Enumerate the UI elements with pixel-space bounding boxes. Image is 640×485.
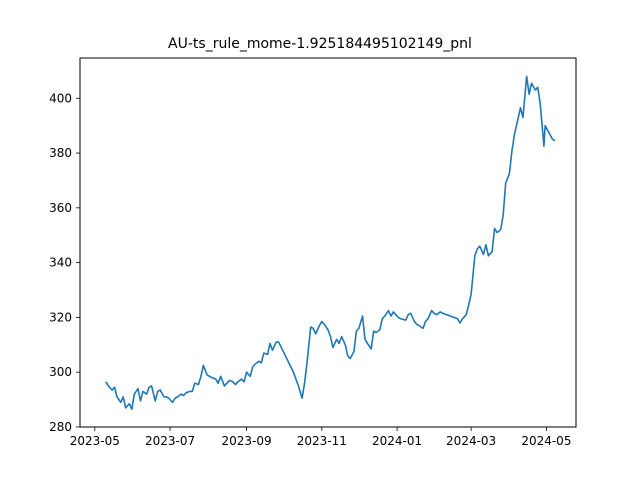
x-tick-label: 2023-07 xyxy=(145,434,195,448)
y-tick-label: 340 xyxy=(49,256,72,270)
x-tick-label: 2024-05 xyxy=(521,434,571,448)
plot-area xyxy=(105,75,556,410)
x-tick-label: 2024-03 xyxy=(446,434,496,448)
plot-frame xyxy=(79,57,577,428)
y-tick-label: 400 xyxy=(49,91,72,105)
y-tick-label: 320 xyxy=(49,310,72,324)
y-tick-label: 300 xyxy=(49,365,72,379)
x-tick-label: 2023-09 xyxy=(221,434,271,448)
y-tick-label: 380 xyxy=(49,146,72,160)
y-axis: 280 300 320 340 360 380 400 xyxy=(49,91,80,434)
y-tick-label: 360 xyxy=(49,201,72,215)
x-tick-label: 2023-05 xyxy=(70,434,120,448)
x-tick-label: 2023-11 xyxy=(297,434,347,448)
x-axis: 2023-05 2023-07 2023-09 2023-11 2024-01 2024-… xyxy=(70,427,571,448)
chart-title: AU-ts_rule_mome-1.925184495102149_pnl xyxy=(168,36,472,52)
series-line xyxy=(105,75,556,410)
y-tick-label: 280 xyxy=(49,420,72,434)
x-tick-label: 2024-01 xyxy=(372,434,422,448)
